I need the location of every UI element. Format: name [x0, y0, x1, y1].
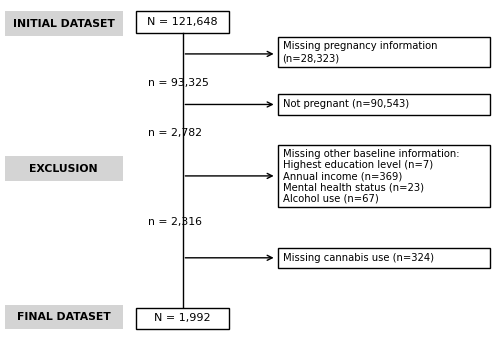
Text: n = 2,782: n = 2,782 [148, 128, 202, 138]
FancyBboxPatch shape [278, 248, 490, 268]
Text: N = 121,648: N = 121,648 [147, 17, 218, 27]
FancyBboxPatch shape [136, 307, 228, 330]
Text: N = 1,992: N = 1,992 [154, 313, 211, 324]
FancyBboxPatch shape [136, 11, 228, 33]
Text: (n=28,323): (n=28,323) [282, 53, 340, 63]
Text: Alcohol use (n=67): Alcohol use (n=67) [282, 193, 378, 203]
Text: Missing other baseline information:: Missing other baseline information: [282, 149, 459, 159]
Text: n = 93,325: n = 93,325 [148, 78, 208, 88]
FancyBboxPatch shape [278, 145, 490, 207]
Text: INITIAL DATASET: INITIAL DATASET [13, 19, 114, 29]
Text: EXCLUSION: EXCLUSION [30, 163, 98, 174]
FancyBboxPatch shape [5, 305, 122, 329]
FancyBboxPatch shape [278, 94, 490, 115]
Text: FINAL DATASET: FINAL DATASET [17, 312, 110, 322]
Text: n = 2,316: n = 2,316 [148, 217, 202, 227]
Text: Missing cannabis use (n=324): Missing cannabis use (n=324) [282, 253, 434, 263]
Text: Missing pregnancy information: Missing pregnancy information [282, 41, 437, 51]
Text: Not pregnant (n=90,543): Not pregnant (n=90,543) [282, 99, 408, 110]
Text: Annual income (n=369): Annual income (n=369) [282, 171, 402, 181]
FancyBboxPatch shape [5, 156, 122, 181]
Text: Mental health status (n=23): Mental health status (n=23) [282, 182, 424, 192]
FancyBboxPatch shape [278, 37, 490, 67]
Text: Highest education level (n=7): Highest education level (n=7) [282, 160, 432, 170]
FancyBboxPatch shape [5, 11, 122, 36]
